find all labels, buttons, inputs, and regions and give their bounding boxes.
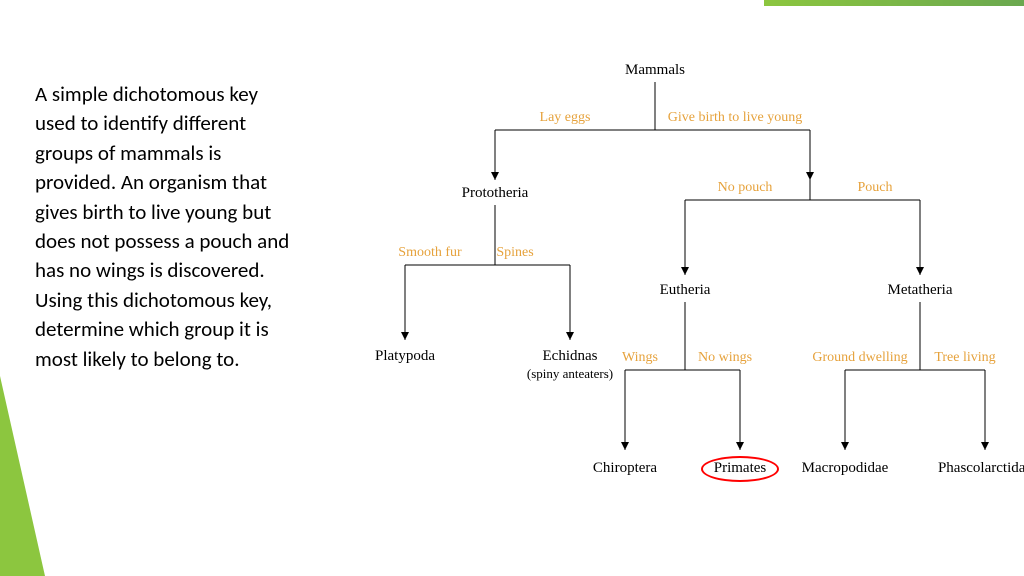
slide-corner-accent	[0, 376, 45, 576]
slide-accent-bar	[764, 0, 1024, 6]
branch-give-birth-to-live-young: Give birth to live young	[668, 110, 803, 126]
answer-circle	[701, 456, 779, 482]
branch-smooth-fur: Smooth fur	[398, 245, 461, 261]
branch-pouch: Pouch	[858, 180, 893, 196]
node-prototheria: Prototheria	[462, 185, 529, 202]
node-eutheria: Eutheria	[660, 282, 711, 299]
branch-no-pouch: No pouch	[718, 180, 773, 196]
branch-no-wings: No wings	[698, 350, 752, 366]
node-chiroptera: Chiroptera	[593, 460, 657, 477]
node-platypoda: Platypoda	[375, 348, 435, 365]
node-echidnas: Echidnas	[543, 348, 598, 365]
dichotomous-key-diagram: Mammals Lay eggs Give birth to live young P…	[335, 50, 1015, 550]
node-phascolarctidae: Phascolarctidae	[938, 460, 1024, 477]
node-macropodidae: Macropodidae	[802, 460, 889, 477]
branch-wings: Wings	[622, 350, 658, 366]
branch-tree-living: Tree living	[934, 350, 995, 366]
branch-lay-eggs: Lay eggs	[540, 110, 591, 126]
node-mammals: Mammals	[625, 62, 685, 79]
branch-spines: Spines	[496, 245, 533, 261]
node-echidnas-sub: (spiny anteaters)	[527, 366, 613, 382]
question-text: A simple dichotomous key used to identif…	[35, 80, 295, 374]
branch-ground-dwelling: Ground dwelling	[812, 350, 907, 366]
node-metatheria: Metatheria	[888, 282, 953, 299]
